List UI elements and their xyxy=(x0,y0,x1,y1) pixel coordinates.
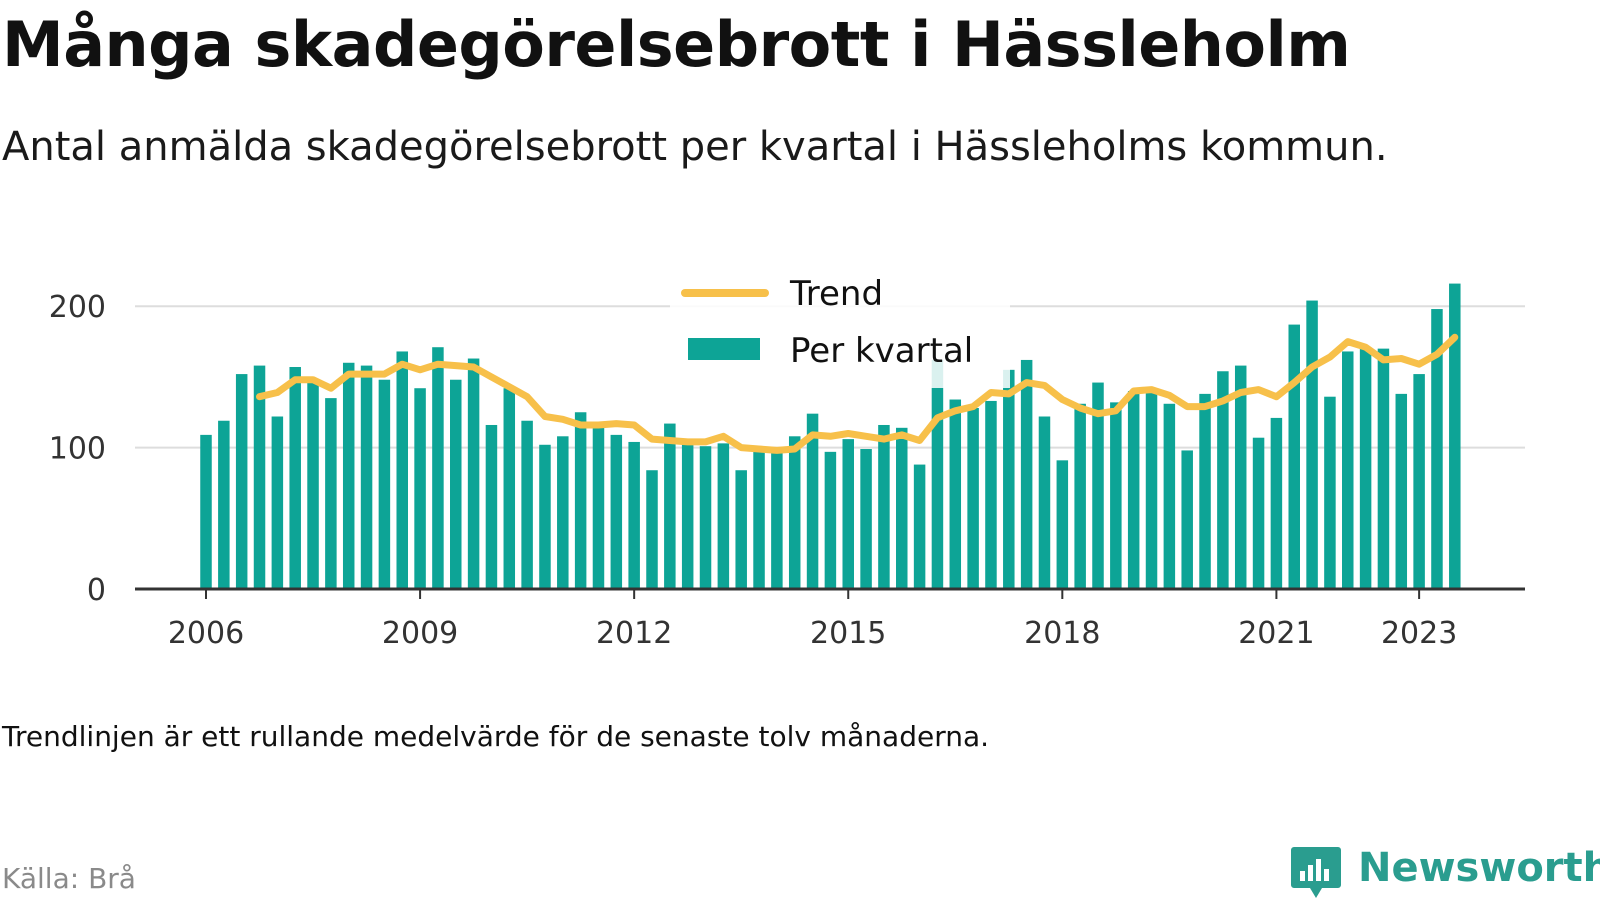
bar xyxy=(503,388,516,589)
bar xyxy=(1145,392,1158,589)
bar xyxy=(200,434,212,589)
legend-bars-label: Per kvartal xyxy=(790,331,973,371)
bar xyxy=(878,424,890,589)
bar xyxy=(896,427,908,589)
trend-line xyxy=(256,333,1459,454)
bar xyxy=(771,450,783,589)
bar xyxy=(271,416,284,589)
bar xyxy=(1092,382,1104,589)
bar xyxy=(289,367,301,589)
bar xyxy=(681,441,694,589)
bar xyxy=(1359,348,1372,589)
bar xyxy=(1056,460,1069,589)
bar xyxy=(360,365,373,589)
bar xyxy=(1413,374,1425,589)
x-tick-label: 2009 xyxy=(382,616,458,651)
bar xyxy=(396,351,408,589)
legend-bars-swatch xyxy=(688,338,760,360)
y-tick-label: 0 xyxy=(87,573,106,608)
bar xyxy=(753,446,765,589)
bar xyxy=(1003,369,1015,589)
brand-name: Newsworthy xyxy=(1358,845,1600,891)
bar xyxy=(1377,348,1390,589)
bar xyxy=(967,408,979,589)
legend-trend-label: Trend xyxy=(789,274,883,314)
bar xyxy=(1181,450,1193,589)
bar xyxy=(628,441,640,589)
bar xyxy=(1395,393,1408,589)
bar xyxy=(485,424,498,589)
bar xyxy=(1038,416,1051,589)
bar xyxy=(1431,309,1443,589)
y-tick-label: 100 xyxy=(49,432,106,467)
bar xyxy=(467,358,480,589)
y-tick-labels: 0 100 200 xyxy=(49,290,106,608)
bar xyxy=(414,388,426,589)
bar xyxy=(1288,324,1300,589)
bar xyxy=(521,420,533,589)
brand[interactable]: Newsworthy xyxy=(1290,845,1600,900)
bar xyxy=(450,379,462,589)
x-tick-label: 2012 xyxy=(596,616,672,651)
bar xyxy=(1324,396,1336,589)
legend-background xyxy=(670,268,1010,388)
bar xyxy=(985,400,997,589)
bar xyxy=(735,470,747,589)
bar xyxy=(949,399,962,589)
bar xyxy=(824,451,837,589)
bar xyxy=(1270,417,1283,589)
bar xyxy=(1074,403,1086,589)
bar xyxy=(931,359,944,589)
bar-chart-speech-bubble-icon xyxy=(1291,847,1341,898)
x-tick-label: 2023 xyxy=(1381,616,1457,651)
legend: Trend Per kvartal xyxy=(670,268,1010,388)
bar xyxy=(717,443,730,589)
bar xyxy=(1199,393,1211,589)
bar xyxy=(1449,283,1461,589)
bar xyxy=(788,436,801,589)
x-axis: 2006 2009 2012 2015 2018 2021 2023 xyxy=(135,587,1525,651)
bar xyxy=(574,412,587,589)
bar xyxy=(610,434,623,589)
bar xyxy=(307,382,319,589)
bar xyxy=(1163,403,1176,589)
footnote: Trendlinjen är ett rullande medelvärde f… xyxy=(2,720,990,753)
bar xyxy=(325,398,337,589)
bar-chart: 0 100 200 2006 2009 2012 2015 2018 2021 2023 Tre… xyxy=(49,268,1525,651)
x-tick-label: 2021 xyxy=(1238,616,1314,651)
bar xyxy=(699,446,712,589)
source-text: Källa: Brå xyxy=(2,862,136,895)
bar xyxy=(592,422,605,589)
bar xyxy=(432,347,444,589)
bar xyxy=(1306,300,1318,589)
bar xyxy=(806,413,819,589)
bars xyxy=(200,283,1461,589)
bar xyxy=(1252,437,1265,589)
bar xyxy=(253,365,266,589)
bar xyxy=(218,420,230,589)
bar xyxy=(539,444,551,589)
bar xyxy=(842,439,854,589)
x-tick-label: 2018 xyxy=(1024,616,1100,651)
bar xyxy=(1110,402,1122,589)
bar xyxy=(378,379,391,589)
bar xyxy=(557,436,569,589)
page-subtitle: Antal anmälda skadegörelsebrott per kvar… xyxy=(2,124,1388,170)
bar xyxy=(1020,359,1033,589)
bar xyxy=(342,362,355,589)
bar xyxy=(913,464,926,589)
bar xyxy=(1127,391,1140,589)
bar xyxy=(1234,365,1247,589)
x-tick-label: 2006 xyxy=(168,616,244,651)
bar xyxy=(1342,351,1354,589)
bar xyxy=(1217,371,1229,589)
page-title: Många skadegörelsebrott i Hässleholm xyxy=(2,8,1351,81)
bar xyxy=(664,423,676,589)
y-tick-label: 200 xyxy=(49,290,106,325)
x-tick-label: 2015 xyxy=(810,616,886,651)
bar xyxy=(860,449,872,589)
bar xyxy=(646,470,658,589)
bar xyxy=(235,374,248,589)
